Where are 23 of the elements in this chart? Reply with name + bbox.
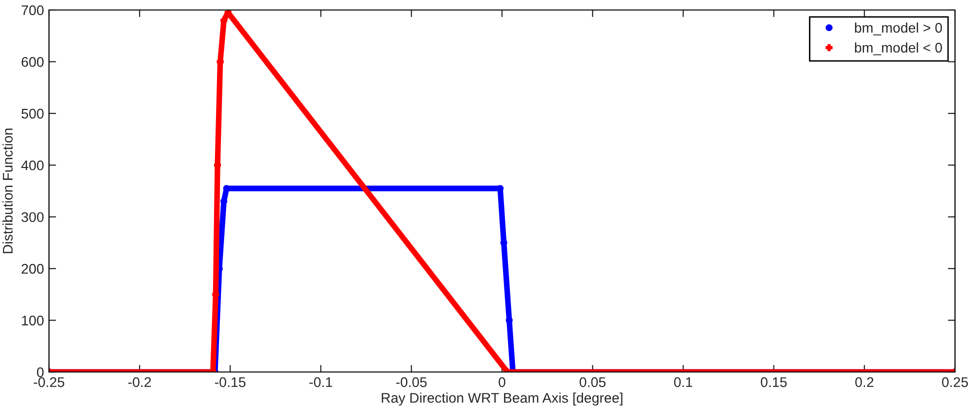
legend-label: bm_model < 0 (855, 42, 942, 56)
y-tick-label: 500 (22, 108, 44, 119)
x-tick-label: -0.25 (34, 377, 64, 388)
legend-label: bm_model > 0 (855, 22, 942, 36)
y-axis-title: Distribution Function (2, 128, 13, 254)
y-tick-label: 400 (21, 160, 44, 170)
x-tick-label: 0.1 (674, 377, 692, 388)
x-tick-label: -0.2 (128, 377, 151, 388)
x-tick-label: -0.1 (309, 377, 332, 388)
y-tick-label: 0 (36, 367, 44, 378)
x-tick-label: 0.2 (855, 377, 874, 388)
y-tick-label: 200 (22, 264, 44, 274)
y-tick-label: 100 (22, 316, 44, 326)
y-tick-label: 300 (22, 212, 44, 222)
x-tick-label: -0.05 (396, 377, 427, 388)
x-tick-label: -0.15 (214, 377, 246, 388)
x-tick-label: 0 (498, 377, 506, 388)
x-tick-label: 0.05 (580, 377, 606, 388)
y-tick-label: 600 (22, 57, 44, 67)
x-axis-title: Ray Direction WRT Beam Axis [degree] (382, 392, 622, 406)
x-tick-label: 0.25 (942, 377, 968, 388)
x-tick-label: 0.15 (760, 377, 787, 388)
y-tick-label: 700 (22, 5, 44, 16)
